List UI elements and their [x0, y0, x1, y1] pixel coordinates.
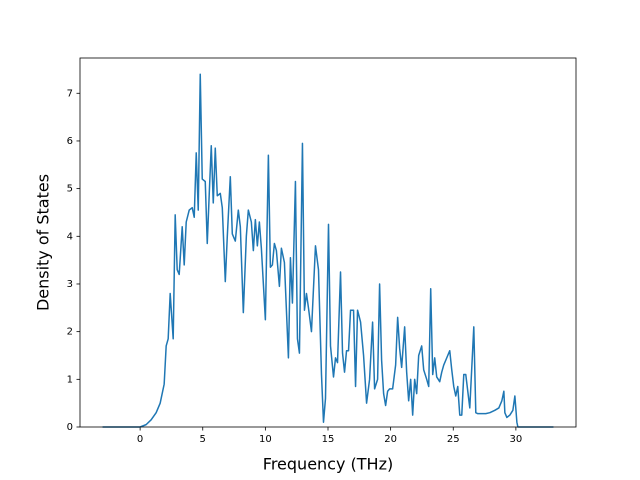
y-axis-label: Density of States	[34, 174, 53, 311]
x-tick-label: 0	[137, 434, 143, 445]
y-tick-label: 2	[67, 327, 73, 338]
y-tick-label: 4	[67, 231, 73, 242]
y-tick-label: 6	[67, 136, 73, 147]
y-tick-label: 1	[67, 374, 73, 385]
x-tick-label: 30	[510, 434, 523, 445]
y-tick-label: 5	[67, 184, 73, 195]
y-tick-label: 3	[67, 279, 73, 290]
x-tick-label: 10	[259, 434, 272, 445]
x-axis-label: Frequency (THz)	[263, 455, 393, 474]
y-tick-label: 0	[67, 422, 73, 433]
x-tick-label: 15	[322, 434, 335, 445]
x-tick-label: 5	[200, 434, 206, 445]
plot-frame	[79, 57, 577, 428]
y-tick-label: 7	[67, 88, 73, 99]
dos-line	[102, 73, 554, 428]
x-tick-label: 25	[447, 434, 460, 445]
x-tick-label: 20	[384, 434, 397, 445]
